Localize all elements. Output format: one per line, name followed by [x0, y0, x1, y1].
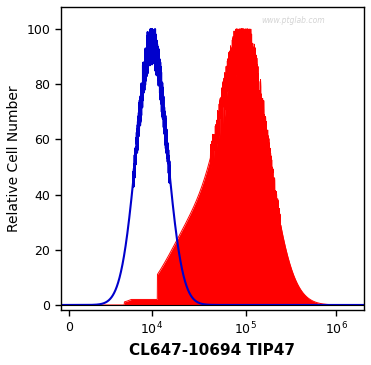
Text: www.ptglab.com: www.ptglab.com	[261, 16, 325, 25]
Y-axis label: Relative Cell Number: Relative Cell Number	[7, 85, 21, 232]
X-axis label: CL647-10694 TIP47: CL647-10694 TIP47	[129, 343, 295, 358]
